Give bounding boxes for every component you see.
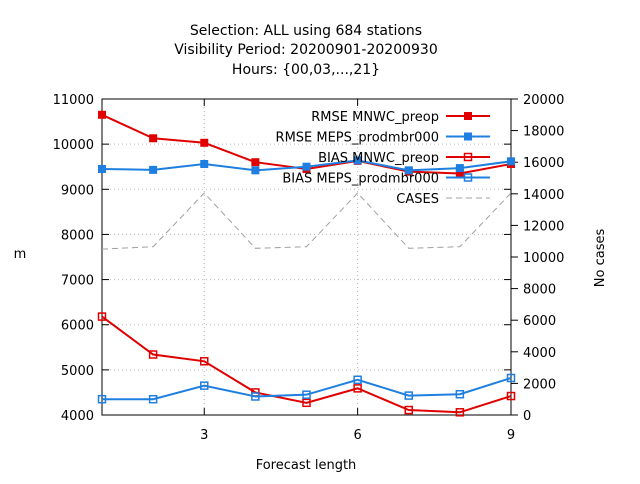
legend-swatch-marker bbox=[464, 132, 472, 141]
x-tick-label: 9 bbox=[507, 428, 515, 443]
legend-item: CASES bbox=[396, 192, 490, 207]
data-point bbox=[404, 166, 413, 175]
y-tick-label: 7000 bbox=[61, 274, 94, 289]
legend: RMSE MNWC_preop RMSE MEPS_prodmbr000 BIAS … bbox=[276, 110, 490, 207]
legend-swatch-marker bbox=[464, 112, 472, 120]
y2-tick-label: 8000 bbox=[523, 283, 556, 298]
data-point bbox=[149, 165, 158, 174]
data-point bbox=[404, 391, 413, 400]
series-cases bbox=[101, 192, 512, 250]
chart-title-line-3: Hours: {00,03,...,21} bbox=[232, 62, 380, 78]
series-bias-mnwc-preop bbox=[97, 312, 516, 417]
legend-label: BIAS MNWC_preop bbox=[318, 151, 439, 166]
legend-swatch-marker bbox=[463, 152, 473, 162]
y2-tick-label: 0 bbox=[523, 409, 531, 424]
data-point bbox=[353, 156, 362, 165]
legend-label: CASES bbox=[396, 192, 439, 207]
legend-item: RMSE MEPS_prodmbr000 bbox=[276, 131, 490, 146]
y2-tick-label: 6000 bbox=[523, 314, 556, 329]
data-point bbox=[97, 312, 107, 321]
data-point bbox=[404, 405, 413, 415]
data-point bbox=[506, 373, 516, 383]
y2-tick-label: 2000 bbox=[523, 377, 556, 392]
y-tick-label: 9000 bbox=[61, 183, 94, 198]
data-point bbox=[506, 391, 516, 401]
data-point bbox=[302, 398, 311, 408]
data-point bbox=[507, 157, 515, 166]
legend-label: BIAS MEPS_prodmbr000 bbox=[282, 172, 439, 187]
data-point bbox=[98, 164, 106, 173]
data-point bbox=[97, 394, 107, 404]
y2-tick-label: 14000 bbox=[523, 188, 564, 203]
y2-tick-label: 16000 bbox=[523, 156, 564, 171]
chart-title-line-1: Selection: ALL using 684 stations bbox=[190, 23, 422, 39]
x-tick-label: 6 bbox=[353, 428, 361, 443]
grid-layer bbox=[102, 99, 511, 415]
series-bias-meps-prodmbr000 bbox=[97, 373, 516, 404]
data-point bbox=[302, 390, 311, 399]
y-tick-label: 5000 bbox=[61, 364, 94, 379]
y-tick-label: 6000 bbox=[61, 319, 94, 334]
data-point bbox=[455, 164, 464, 173]
y2-tick-label: 12000 bbox=[523, 219, 564, 234]
data-point bbox=[200, 381, 209, 390]
data-point bbox=[251, 166, 260, 175]
legend-item: BIAS MEPS_prodmbr000 bbox=[282, 172, 490, 187]
data-point bbox=[455, 408, 465, 417]
data-point bbox=[455, 389, 465, 399]
axes-layer: 4000 5000 6000 7000 8000 9000 10000 11000 0 2000 4… bbox=[53, 93, 565, 443]
data-point bbox=[98, 110, 106, 119]
series-layer bbox=[97, 110, 516, 417]
y2-tick-label: 20000 bbox=[523, 93, 564, 108]
series-line bbox=[101, 192, 512, 250]
legend-label: RMSE MEPS_prodmbr000 bbox=[276, 131, 439, 146]
data-point bbox=[302, 162, 311, 171]
x-axis-label: Forecast length bbox=[256, 458, 357, 473]
data-point bbox=[200, 138, 209, 147]
y2-axis-label: No cases bbox=[593, 229, 608, 288]
data-point bbox=[148, 350, 158, 359]
data-point bbox=[353, 375, 362, 385]
legend-swatch-marker bbox=[463, 173, 473, 182]
y2-tick-label: 18000 bbox=[523, 125, 564, 140]
y-tick-label: 8000 bbox=[61, 228, 94, 243]
legend-item: BIAS MNWC_preop bbox=[318, 151, 490, 166]
y2-tick-label: 10000 bbox=[523, 251, 564, 266]
data-point bbox=[200, 160, 209, 169]
y2-tick-label: 4000 bbox=[523, 346, 556, 361]
data-point bbox=[353, 384, 362, 393]
series-line bbox=[102, 377, 512, 401]
legend-label: RMSE MNWC_preop bbox=[311, 110, 439, 125]
series-line bbox=[101, 315, 512, 414]
chart-title-line-2: Visibility Period: 20200901-20200930 bbox=[174, 42, 438, 58]
y-tick-label: 11000 bbox=[53, 93, 94, 108]
data-point bbox=[251, 392, 260, 401]
data-point bbox=[148, 394, 158, 404]
series-rmse-meps-prodmbr000 bbox=[98, 156, 515, 175]
plot-frame bbox=[101, 98, 512, 416]
y-tick-label: 4000 bbox=[61, 409, 94, 424]
data-point bbox=[251, 158, 260, 167]
data-point bbox=[149, 134, 158, 143]
data-point bbox=[200, 357, 209, 366]
y-axis-label: m bbox=[14, 247, 27, 262]
y-tick-label: 10000 bbox=[53, 138, 94, 153]
legend-item: RMSE MNWC_preop bbox=[311, 110, 490, 125]
x-tick-label: 3 bbox=[200, 428, 208, 443]
